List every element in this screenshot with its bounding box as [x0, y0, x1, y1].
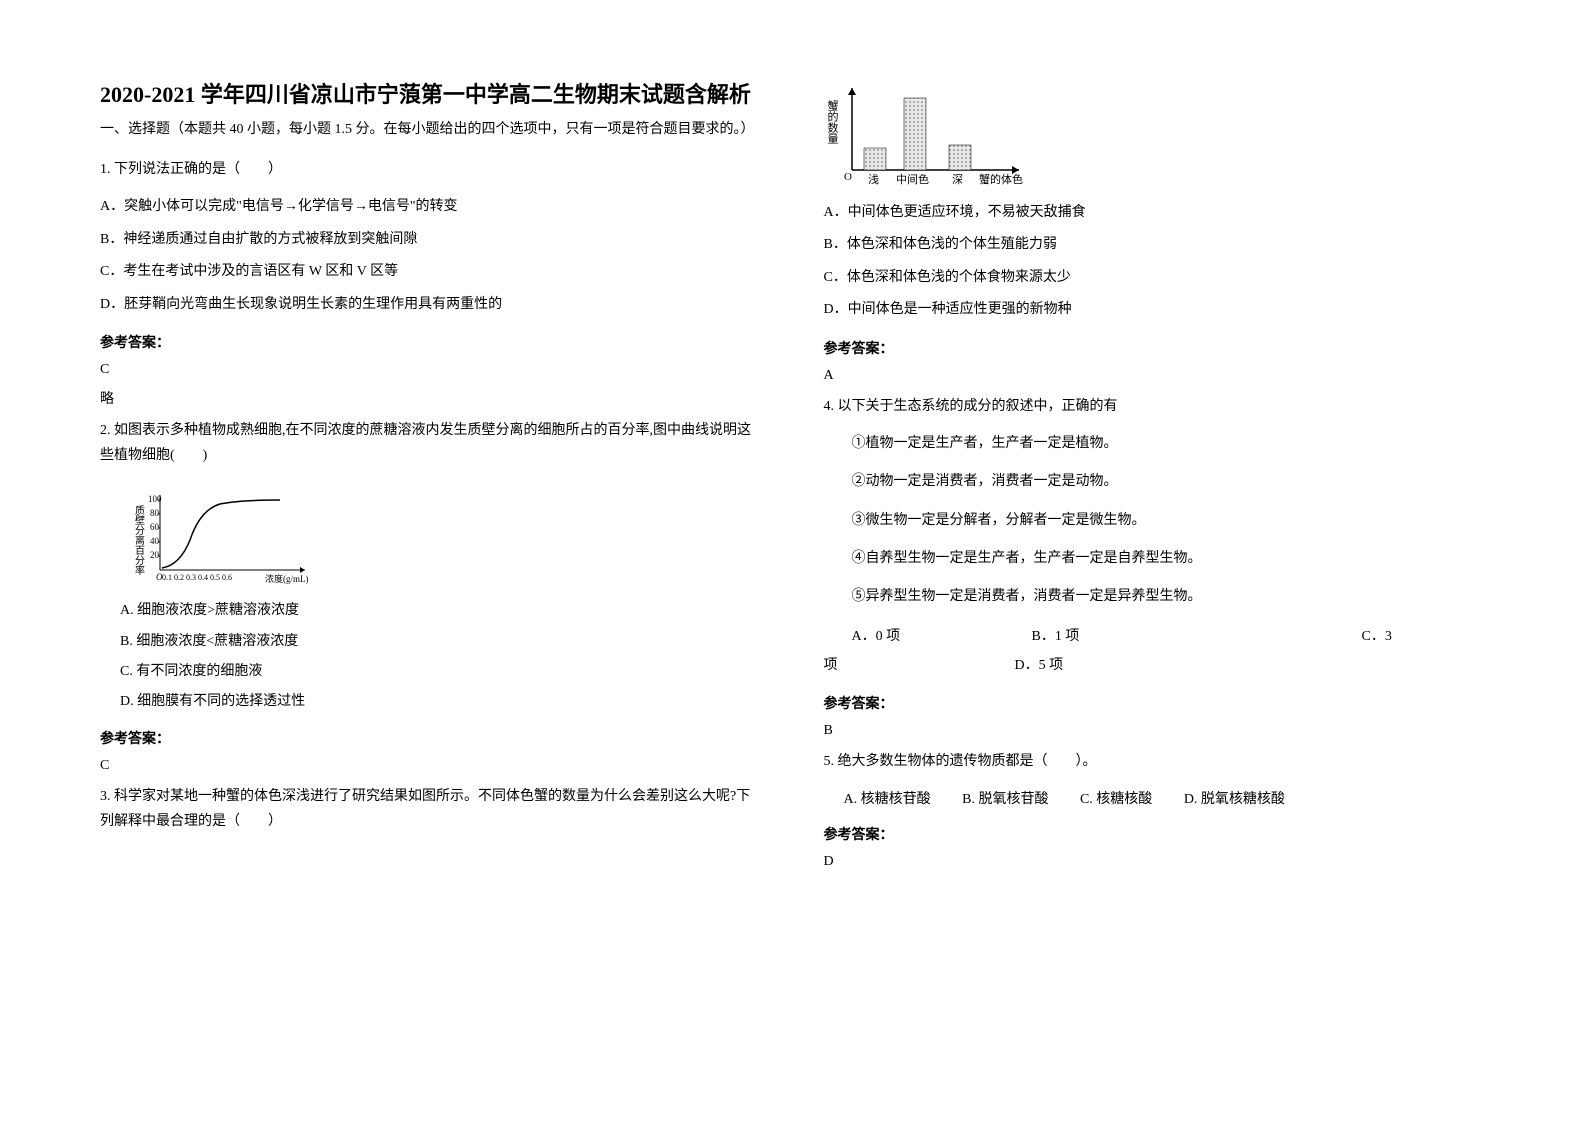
svg-text:质壁分离百分率: 质壁分离百分率 [133, 505, 145, 576]
svg-text:蟹的数量: 蟹的数量 [826, 99, 839, 144]
right-column: 蟹的数量 O 浅 中间色 深 蟹的体色 A．中间体色更适应环境，不易被天敌捕食 … [824, 80, 1488, 1082]
q4-opt-b: B．1 项 [1032, 625, 1362, 645]
svg-text:40: 40 [150, 536, 160, 546]
q5-opt-a: A. 核糖核苷酸 [844, 792, 931, 807]
q4-s5: ⑤异养型生物一定是消费者，消费者一定是异养型生物。 [852, 586, 1488, 608]
svg-text:深: 深 [952, 173, 963, 186]
q4-s2: ②动物一定是消费者，消费者一定是动物。 [852, 471, 1488, 493]
page-title: 2020-2021 学年四川省凉山市宁蒗第一中学高二生物期末试题含解析 [100, 80, 764, 111]
svg-text:0.1 0.2 0.3 0.4 0.5 0.6: 0.1 0.2 0.3 0.4 0.5 0.6 [162, 573, 232, 582]
q3-option-a: A．中间体色更适应环境，不易被天敌捕食 [824, 202, 1488, 224]
q3-stem: 3. 科学家对某地一种蟹的体色深浅进行了研究结果如图所示。不同体色蟹的数量为什么… [100, 784, 764, 834]
q4-opt-a: A．0 项 [852, 625, 1032, 645]
svg-text:浅: 浅 [868, 173, 879, 186]
q1-answer-label: 参考答案： [100, 332, 764, 352]
q2-chart: 质壁分离百分率 100 80 60 40 20 0.1 0.2 0.3 0.4 … [130, 490, 764, 590]
q5-opt-c: C. 核糖核酸 [1080, 792, 1152, 807]
q2-line-chart-svg: 质壁分离百分率 100 80 60 40 20 0.1 0.2 0.3 0.4 … [130, 490, 320, 590]
q4-answer: B [824, 723, 1488, 739]
q4-s1: ①植物一定是生产者，生产者一定是植物。 [852, 433, 1488, 455]
q2-option-b: B. 细胞液浓度<蔗糖溶液浓度 [120, 631, 764, 653]
q3-answer: A [824, 368, 1488, 384]
q3-option-d: D．中间体色是一种适应性更强的新物种 [824, 299, 1488, 321]
q4-s3: ③微生物一定是分解者，分解者一定是微生物。 [852, 510, 1488, 532]
q1-option-b: B．神经递质通过自由扩散的方式被释放到突触间隙 [100, 229, 764, 251]
q2-option-a: A. 细胞液浓度>蔗糖溶液浓度 [120, 600, 764, 622]
q1-note: 略 [100, 388, 764, 408]
section-header: 一、选择题（本题共 40 小题，每小题 1.5 分。在每小题给出的四个选项中，只… [100, 119, 764, 141]
q5-answer: D [824, 854, 1488, 870]
q1-option-d: D．胚芽鞘向光弯曲生长现象说明生长素的生理作用具有两重性的 [100, 294, 764, 316]
q3-bar-chart-svg: 蟹的数量 O 浅 中间色 深 蟹的体色 [824, 80, 1034, 190]
q4-options-row1: A．0 项 B．1 项 C．3 [852, 625, 1488, 645]
left-column: 2020-2021 学年四川省凉山市宁蒗第一中学高二生物期末试题含解析 一、选择… [100, 80, 764, 1082]
svg-text:O: O [844, 171, 852, 183]
q3-option-b: B．体色深和体色浅的个体生殖能力弱 [824, 234, 1488, 256]
q4-stem: 4. 以下关于生态系统的成分的叙述中，正确的有 [824, 394, 1488, 419]
q4-opt-c: C．3 [1362, 625, 1392, 645]
q1-answer: C [100, 362, 764, 378]
svg-text:20: 20 [150, 550, 160, 560]
svg-text:60: 60 [150, 522, 160, 532]
q4-opt-d: D．5 项 [1015, 658, 1064, 673]
q1-option-c: C．考生在考试中涉及的言语区有 W 区和 V 区等 [100, 261, 764, 283]
svg-text:100: 100 [148, 494, 162, 504]
q5-stem: 5. 绝大多数生物体的遗传物质都是（ ）。 [824, 749, 1488, 774]
q5-options: A. 核糖核苷酸 B. 脱氧核苷酸 C. 核糖核酸 D. 脱氧核糖核酸 [844, 788, 1488, 808]
q2-stem: 2. 如图表示多种植物成熟细胞,在不同浓度的蔗糖溶液内发生质壁分离的细胞所占的百… [100, 418, 764, 468]
q2-answer-label: 参考答案： [100, 728, 764, 748]
q5-opt-b: B. 脱氧核苷酸 [962, 792, 1048, 807]
q4-options-row2: 项 D．5 项 [824, 655, 1488, 677]
svg-text:O: O [156, 572, 163, 582]
q4-s4: ④自养型生物一定是生产者，生产者一定是自养型生物。 [852, 548, 1488, 570]
q2-option-d: D. 细胞膜有不同的选择透过性 [120, 691, 764, 713]
q3-answer-label: 参考答案： [824, 338, 1488, 358]
q2-answer: C [100, 758, 764, 774]
q5-opt-d: D. 脱氧核糖核酸 [1184, 792, 1285, 807]
q4-opt-c2: 项 [824, 658, 838, 673]
svg-text:80: 80 [150, 508, 160, 518]
q3-chart: 蟹的数量 O 浅 中间色 深 蟹的体色 [824, 80, 1488, 190]
svg-text:蟹的体色: 蟹的体色 [979, 172, 1023, 186]
q4-answer-label: 参考答案： [824, 693, 1488, 713]
q5-answer-label: 参考答案： [824, 824, 1488, 844]
q1-stem: 1. 下列说法正确的是（ ） [100, 157, 764, 182]
q1-option-a: A．突触小体可以完成"电信号→化学信号→电信号"的转变 [100, 196, 764, 218]
q2-option-c: C. 有不同浓度的细胞液 [120, 661, 764, 683]
svg-text:浓度(g/mL): 浓度(g/mL) [265, 573, 309, 584]
q3-option-c: C．体色深和体色浅的个体食物来源太少 [824, 267, 1488, 289]
svg-text:中间色: 中间色 [896, 172, 929, 186]
